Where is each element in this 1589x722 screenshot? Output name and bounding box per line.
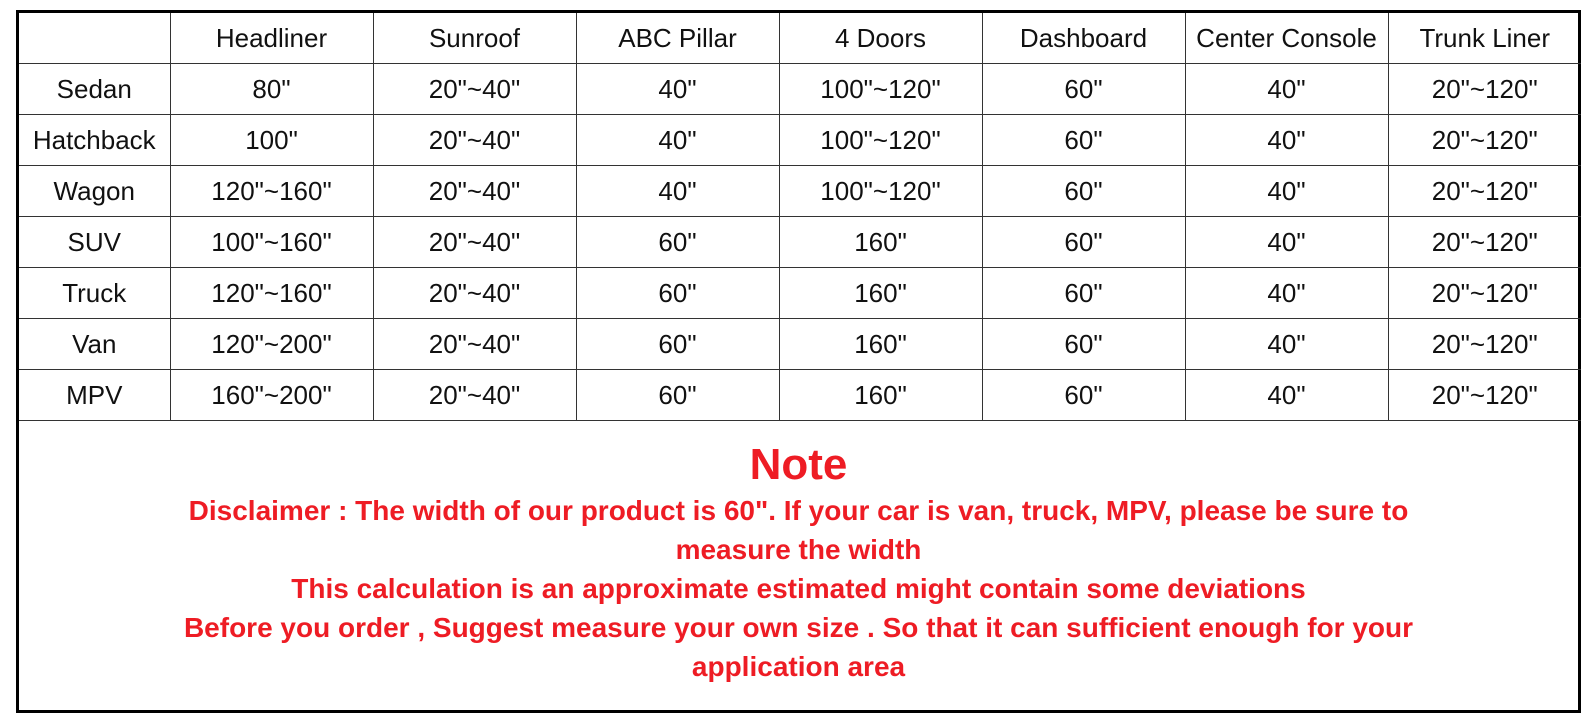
row-label-cell: Van [19,318,171,370]
column-header-cell: 4 Doors [778,13,983,64]
row-label-cell: Truck [19,267,171,319]
table-row: Hatchback 100" 20"~40" 40" 100"~120" 60" 40" 20… [19,114,1581,166]
row-label-cell: SUV [19,216,171,268]
table-cell: 20"~40" [372,267,577,319]
table-row: Truck 120"~160" 20"~40" 60" 160" 60" 40" 20"~12… [19,267,1581,319]
table-cell: 160" [778,267,983,319]
table-row: Van 120"~200" 20"~40" 60" 160" 60" 40" 20"~120" [19,318,1581,370]
row-label-cell: Wagon [19,165,171,217]
table-cell: 60" [981,114,1186,166]
table-row: Wagon 120"~160" 20"~40" 40" 100"~120" 60" 40" 2… [19,165,1581,217]
table-cell: 40" [575,165,780,217]
note-line: measure the width [675,534,922,565]
table-cell: 80" [169,63,374,115]
table-cell: 160" [778,369,983,421]
table-cell: 40" [1184,216,1389,268]
table-cell: 20"~120" [1387,114,1581,166]
note-line: This calculation is an approximate estim… [291,573,1306,604]
table-cell: 60" [981,165,1186,217]
table-cell: 20"~120" [1387,369,1581,421]
table-cell: 40" [1184,369,1389,421]
table-cell: 100"~120" [778,114,983,166]
table-cell: 100" [169,114,374,166]
column-header-cell: Trunk Liner [1387,13,1581,64]
size-chart: Headliner Sunroof ABC Pillar 4 Doors Dashboa… [16,10,1581,713]
table-cell: 60" [981,369,1186,421]
column-header-cell: ABC Pillar [575,13,780,64]
table-cell: 60" [981,216,1186,268]
table-cell: 60" [575,267,780,319]
table-cell: 20"~120" [1387,267,1581,319]
row-label-cell: Sedan [19,63,171,115]
table-cell: 120"~160" [169,267,374,319]
table-cell: 160"~200" [169,369,374,421]
column-header-cell: Dashboard [981,13,1186,64]
table-cell: 120"~200" [169,318,374,370]
table-cell: 20"~120" [1387,318,1581,370]
table-cell: 60" [575,369,780,421]
table-cell: 60" [575,216,780,268]
table-cell: 120"~160" [169,165,374,217]
note-line: Before you order , Suggest measure your … [183,612,1414,643]
table-cell: 20"~120" [1387,216,1581,268]
table-cell: 40" [575,114,780,166]
table-row: SUV 100"~160" 20"~40" 60" 160" 60" 40" 20"~120" [19,216,1581,268]
table-cell: 20"~40" [372,318,577,370]
table-cell: 100"~160" [169,216,374,268]
table-cell: 40" [1184,63,1389,115]
table-cell: 20"~40" [372,165,577,217]
table-cell: 20"~120" [1387,63,1581,115]
table-cell: 100"~120" [778,165,983,217]
table-cell: 60" [981,63,1186,115]
column-header-cell: Sunroof [372,13,577,64]
note-section: Note Disclaimer : The width of our produ… [19,421,1578,710]
header-row: Headliner Sunroof ABC Pillar 4 Doors Dashboa… [19,13,1581,64]
table-cell: 20"~40" [372,63,577,115]
table-row: Sedan 80" 20"~40" 40" 100"~120" 60" 40" 20"~120… [19,63,1581,115]
column-header-cell: Center Console [1184,13,1389,64]
row-label-cell [19,13,171,64]
table-cell: 40" [1184,114,1389,166]
size-table: Headliner Sunroof ABC Pillar 4 Doors Dashboa… [19,13,1581,421]
table-cell: 40" [1184,318,1389,370]
note-line: application area [691,651,906,682]
table-cell: 160" [778,318,983,370]
row-label-cell: MPV [19,369,171,421]
column-header-cell: Headliner [169,13,374,64]
note-line: Disclaimer : The width of our product is… [188,495,1409,526]
table-cell: 20"~40" [372,369,577,421]
row-label-cell: Hatchback [19,114,171,166]
note-title: Note [749,440,848,489]
table-cell: 160" [778,216,983,268]
table-cell: 60" [575,318,780,370]
table-row: MPV 160"~200" 20"~40" 60" 160" 60" 40" 20"~120" [19,369,1581,421]
table-cell: 20"~40" [372,216,577,268]
table-cell: 40" [1184,165,1389,217]
table-cell: 20"~120" [1387,165,1581,217]
table-cell: 40" [575,63,780,115]
table-cell: 20"~40" [372,114,577,166]
table-cell: 100"~120" [778,63,983,115]
table-cell: 40" [1184,267,1389,319]
table-cell: 60" [981,318,1186,370]
table-cell: 60" [981,267,1186,319]
